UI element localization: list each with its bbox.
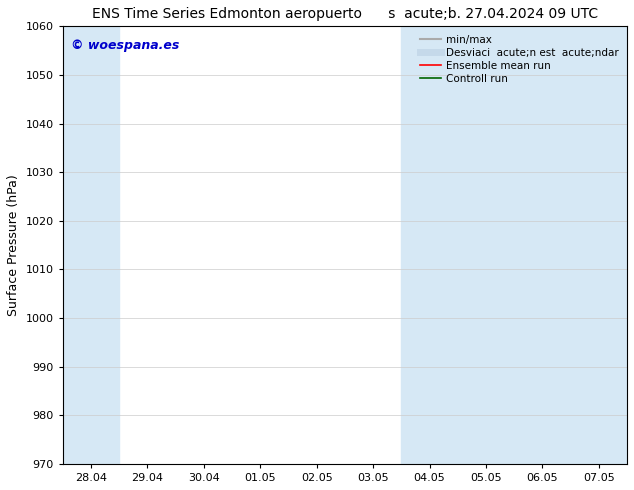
Bar <box>514 26 627 464</box>
Title: ENS Time Series Edmonton aeropuerto      s  acute;b. 27.04.2024 09 UTC: ENS Time Series Edmonton aeropuerto s ac… <box>92 7 598 21</box>
Text: © woespana.es: © woespana.es <box>71 39 179 52</box>
Y-axis label: Surface Pressure (hPa): Surface Pressure (hPa) <box>7 174 20 316</box>
Bar <box>63 26 119 464</box>
Bar <box>401 26 514 464</box>
Legend: min/max, Desviaci  acute;n est  acute;ndar, Ensemble mean run, Controll run: min/max, Desviaci acute;n est acute;ndar… <box>417 31 622 87</box>
